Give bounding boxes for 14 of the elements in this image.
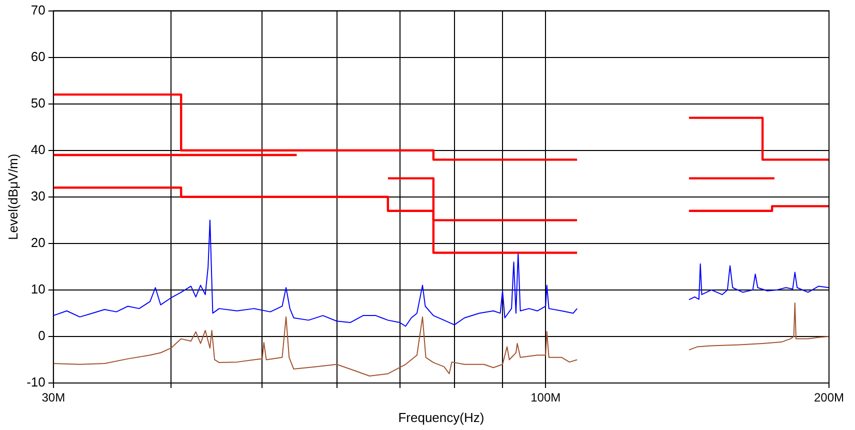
y-tick-label: 0	[38, 328, 46, 344]
y-tick-label: 70	[30, 2, 46, 18]
y-tick-label: 50	[30, 95, 46, 110]
y-tick-label: -10	[26, 374, 46, 390]
y-axis-title: Level(dBμV/m)	[5, 154, 20, 240]
y-tick-label: 20	[30, 235, 46, 250]
x-tick-label: 200M	[814, 390, 844, 405]
x-axis-title: Frequency(Hz)	[398, 410, 484, 425]
x-tick-label: 100M	[530, 390, 561, 405]
y-tick-label: 30	[30, 188, 46, 204]
y-tick-label: 40	[30, 142, 46, 157]
x-tick-label: 30M	[42, 390, 66, 405]
y-tick-label: 10	[30, 282, 46, 297]
y-tick-label: 60	[30, 48, 46, 64]
